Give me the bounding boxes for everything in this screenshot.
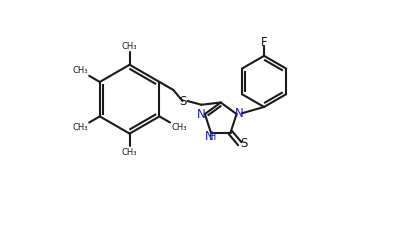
- Text: S: S: [240, 137, 247, 150]
- Text: S: S: [179, 94, 186, 108]
- Text: N: N: [205, 130, 214, 143]
- Text: CH₃: CH₃: [122, 148, 137, 157]
- Text: F: F: [261, 36, 267, 49]
- Text: CH₃: CH₃: [122, 42, 137, 51]
- Text: CH₃: CH₃: [72, 66, 88, 75]
- Text: CH₃: CH₃: [72, 123, 88, 132]
- Text: N: N: [197, 108, 206, 121]
- Text: H: H: [208, 132, 216, 142]
- Text: N: N: [235, 107, 244, 120]
- Text: CH₃: CH₃: [172, 123, 187, 132]
